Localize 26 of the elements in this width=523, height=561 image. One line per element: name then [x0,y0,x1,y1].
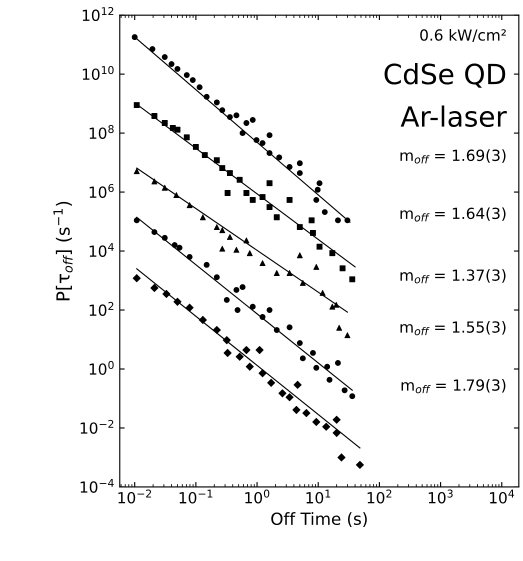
x-tick-label: 10$^{1}$ [306,490,330,504]
x-tick-label: 10$^{3}$ [428,490,453,504]
y-tick-label: 10$^{2}$ [90,302,114,316]
y-tick-label: 10$^{4}$ [90,243,114,257]
y-tick-label: 10$^{10}$ [82,66,114,80]
y-tick-label: 10$^{0}$ [90,360,114,375]
annotation: m$_{off}$ = 1.64(3) [400,207,506,222]
x-tick-label: 10$^{−1}$ [180,490,212,504]
x-tick-label: 10$^{2}$ [368,490,392,504]
x-tick-label: 10$^{−2}$ [118,490,152,504]
y-tick-label: 10$^{−2}$ [80,420,114,434]
y-tick-label: 10$^{8}$ [90,125,114,139]
x-tick-label: 10$^{0}$ [245,490,270,504]
x-tick-label: 10$^{4}$ [490,490,514,504]
y-tick-label: 10$^{−4}$ [80,479,114,493]
x-axis-title: Off Time (s) [271,512,367,528]
annotation: m$_{off}$ = 1.69(3) [400,149,506,164]
annotation: m$_{off}$ = 1.55(3) [400,321,506,336]
annotation: CdSe QD [384,63,506,88]
annotation: 0.6 kW/cm² [420,28,506,42]
annotation: m$_{off}$ = 1.37(3) [400,269,506,284]
y-tick-label: 10$^{12}$ [82,7,114,22]
annotation: Ar-laser [400,106,507,128]
y-axis-title: P[τ$_{off}$] (s$^{−1}$) [53,202,73,300]
y-tick-label: 10$^{6}$ [90,184,114,198]
annotation: m$_{off}$ = 1.79(3) [402,379,506,394]
